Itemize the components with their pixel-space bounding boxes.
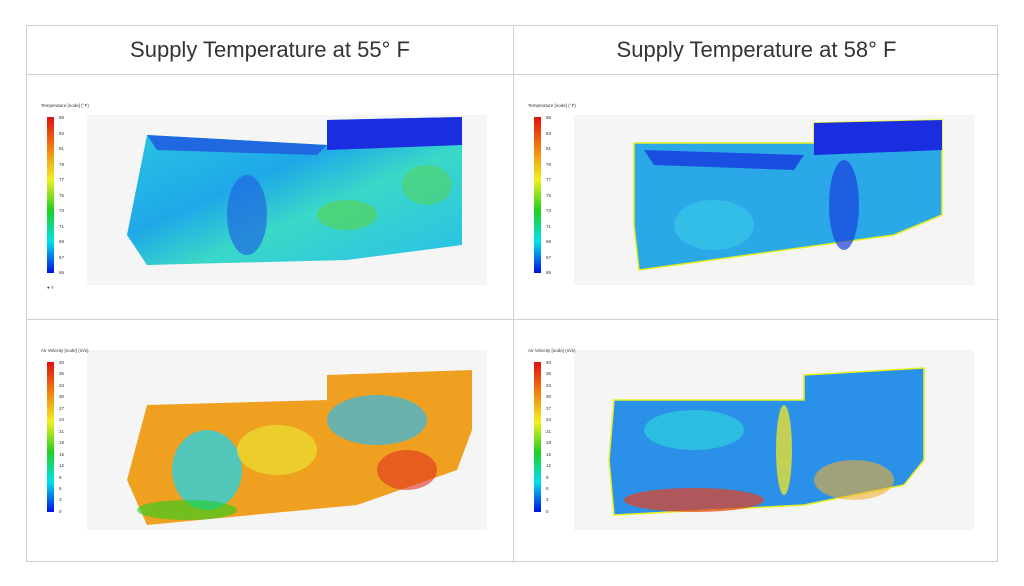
legend-tick: 36: [546, 371, 552, 377]
legend-tick: 24: [546, 417, 552, 423]
legend-tick: 33: [59, 382, 65, 388]
legend-tick: 15: [59, 451, 65, 457]
legend-tick: 9: [59, 474, 62, 480]
legend-tick: 3: [546, 497, 549, 503]
legend-tick: 81: [59, 146, 65, 151]
temperature-legend: Temperature [node] (°F) 85 83 81 79 77 75 73 71…: [41, 103, 89, 290]
axis-marker: ● Y: [47, 285, 54, 290]
velocity-58f-image: Air Velocity [node] (m/s) 40 36 33 30 27 24 21…: [514, 320, 999, 563]
temperature-legend: Temperature [node] (°F) 85 83 81 79 77 75 73 71…: [528, 103, 576, 275]
legend-tick: 3: [59, 497, 62, 503]
legend-tick: 40: [59, 360, 65, 365]
legend-tick: 30: [546, 394, 552, 400]
legend-tick: 73: [59, 208, 65, 213]
legend-tick: 0: [59, 508, 62, 514]
velocity-legend: Air Velocity [node] (m/s) 40 36 33 30 27 24 21…: [41, 348, 89, 514]
legend-tick: 83: [59, 130, 65, 136]
velocity-55f-image: Air Velocity [node] (m/s) 40 36 33 30 27 24 21…: [27, 320, 514, 563]
legend-tick: 27: [546, 405, 552, 411]
legend-tick: 6: [59, 485, 62, 491]
legend-tick: 75: [546, 192, 552, 198]
legend-title: Temperature [node] (°F): [41, 103, 89, 108]
legend-tick: 77: [546, 177, 552, 182]
legend-tick: 69: [59, 239, 65, 244]
legend-tick: 79: [59, 161, 65, 167]
legend-tick: 36: [59, 371, 65, 377]
header-55f: Supply Temperature at 55° F: [27, 26, 514, 75]
legend-tick: 30: [59, 394, 65, 400]
legend-tick: 67: [546, 254, 552, 260]
legend-tick: 0: [546, 508, 549, 514]
legend-tick: 65: [59, 270, 65, 275]
cfd-temperature-55: [87, 115, 487, 285]
legend-tick: 71: [546, 223, 552, 229]
legend-tick: 21: [546, 428, 552, 434]
color-scale: [534, 117, 541, 273]
legend-tick: 71: [59, 223, 65, 229]
legend-tick: 12: [59, 463, 65, 469]
legend-tick: 73: [546, 208, 552, 213]
legend-tick: 79: [546, 161, 552, 167]
temperature-58f-image: Temperature [node] (°F) 85 83 81 79 77 75 73 71…: [514, 75, 999, 320]
cfd-velocity-55: [87, 350, 487, 530]
legend-tick: 65: [546, 270, 552, 275]
cfd-velocity-58: [574, 350, 974, 530]
legend-tick: 6: [546, 485, 549, 491]
legend-tick: 75: [59, 192, 65, 198]
velocity-legend: Air Velocity [node] (m/s) 40 36 33 30 27 24 21…: [528, 348, 576, 514]
legend-tick: 12: [546, 463, 552, 469]
legend-tick: 27: [59, 405, 65, 411]
legend-tick: 67: [59, 254, 65, 260]
legend-tick: 24: [59, 417, 65, 423]
legend-tick: 81: [546, 146, 552, 151]
legend-tick: 77: [59, 177, 65, 182]
header-58f: Supply Temperature at 58° F: [514, 26, 999, 75]
legend-tick: 15: [546, 451, 552, 457]
legend-tick: 18: [59, 440, 65, 446]
legend-tick: 85: [546, 115, 552, 120]
legend-tick: 83: [546, 130, 552, 136]
color-scale: [47, 362, 54, 512]
legend-tick: 18: [546, 440, 552, 446]
cfd-temperature-58: [574, 115, 974, 285]
legend-tick: 21: [59, 428, 65, 434]
legend-tick: 40: [546, 360, 552, 365]
temperature-55f-image: Temperature [node] (°F) 85 83 81 79 77 75 73 71…: [27, 75, 514, 320]
legend-tick: 85: [59, 115, 65, 120]
comparison-table: Supply Temperature at 55° F Supply Tempe…: [26, 25, 999, 563]
legend-tick: 9: [546, 474, 549, 480]
color-scale: [47, 117, 54, 273]
color-scale: [534, 362, 541, 512]
legend-tick: 33: [546, 382, 552, 388]
legend-tick: 69: [546, 239, 552, 244]
